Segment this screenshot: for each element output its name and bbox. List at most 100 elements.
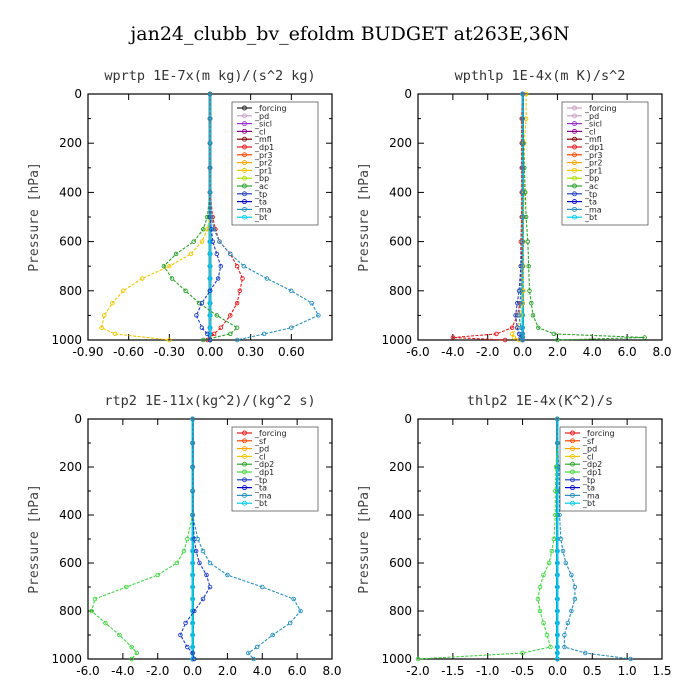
x-tick-label: -0.5 bbox=[511, 664, 534, 678]
data-point-bt bbox=[555, 596, 560, 602]
data-point-ma bbox=[558, 536, 564, 542]
data-point-pr1 bbox=[521, 288, 526, 294]
data-point-dp1 bbox=[415, 656, 421, 662]
y-tick-label: 600 bbox=[59, 556, 82, 570]
legend-entry: _pr1 bbox=[584, 166, 602, 175]
panel-wpthlp: wpthlp 1E-4x(m K)/s^2 Pressure [hPa] 0 200 4… bbox=[357, 68, 672, 359]
y-tick-label: 600 bbox=[389, 556, 412, 570]
series-line-dp1 bbox=[417, 419, 558, 660]
legend-entry: _dp1 bbox=[584, 143, 604, 152]
x-tick-label: -1.5 bbox=[441, 664, 464, 678]
data-point-bt bbox=[555, 632, 560, 638]
data-point-tp bbox=[215, 276, 221, 281]
data-point-ac bbox=[522, 190, 528, 195]
data-point-ma bbox=[287, 620, 293, 626]
legend-marker bbox=[570, 446, 575, 452]
legend-entry: _ac bbox=[254, 182, 268, 191]
legend-marker bbox=[572, 128, 577, 134]
data-point-dp1 bbox=[535, 596, 541, 602]
legend-marker bbox=[572, 136, 577, 142]
y-tick-label: 400 bbox=[59, 185, 82, 199]
data-point-ac bbox=[555, 337, 560, 343]
data-point-dp1 bbox=[155, 572, 160, 578]
data-point-ac bbox=[551, 331, 557, 337]
panel-rtp2: rtp2 1E-11x(kg^2)/(kg^2 s) Pressure [hPa]… bbox=[27, 393, 342, 678]
data-point-ma bbox=[207, 116, 213, 121]
legend-entry: _bp bbox=[254, 174, 269, 183]
data-point-tp bbox=[205, 331, 210, 337]
legend-entry: _ma bbox=[582, 491, 600, 500]
data-point-ma bbox=[207, 560, 213, 566]
series-line-ma bbox=[518, 94, 524, 340]
legend-marker bbox=[242, 175, 247, 181]
data-point-dp1 bbox=[537, 608, 543, 614]
data-point-bt bbox=[555, 572, 560, 578]
x-tick-label: 4.0 bbox=[253, 664, 272, 678]
legend-entry: _dp1 bbox=[254, 468, 274, 477]
legend-marker bbox=[570, 453, 575, 459]
data-point-dp1 bbox=[546, 560, 552, 566]
data-point-bt bbox=[207, 300, 213, 306]
data-point-bt bbox=[190, 596, 195, 602]
data-point-ac bbox=[228, 331, 233, 337]
data-point-ac bbox=[526, 263, 531, 269]
y-axis-label: Pressure [hPa] bbox=[357, 484, 372, 594]
data-point-dp1 bbox=[124, 584, 129, 590]
legend-entry: _dp1 bbox=[582, 468, 602, 477]
data-point-pr1 bbox=[509, 331, 515, 337]
data-point-ma bbox=[195, 536, 201, 542]
data-point-dp1 bbox=[548, 644, 553, 650]
y-tick-label: 1000 bbox=[381, 333, 412, 347]
legend-marker bbox=[242, 500, 247, 506]
x-tick-label: 2.0 bbox=[548, 345, 567, 359]
data-point-ma bbox=[225, 572, 230, 578]
data-point-tp bbox=[199, 325, 205, 330]
panel-title: rtp2 1E-11x(kg^2)/(kg^2 s) bbox=[104, 393, 315, 409]
data-point-ac bbox=[527, 288, 532, 294]
data-point-ac bbox=[173, 251, 179, 257]
legend-marker bbox=[572, 105, 577, 111]
legend-entry: _sf bbox=[582, 437, 594, 446]
data-point-dp1 bbox=[549, 548, 555, 554]
legend-entry: _forcing bbox=[582, 429, 615, 438]
legend-marker bbox=[242, 214, 247, 220]
legend: _forcing_pd_sicl_cl_mfl_dp1_pr3_pr2_pr1_… bbox=[231, 101, 319, 226]
data-point-pr1 bbox=[205, 227, 210, 232]
y-tick-label: 0 bbox=[74, 412, 82, 426]
data-point-dp1 bbox=[518, 239, 524, 244]
legend-marker bbox=[570, 469, 575, 475]
data-point-tp bbox=[210, 239, 215, 244]
data-point-bt bbox=[555, 560, 560, 566]
data-point-ac bbox=[642, 335, 647, 340]
panel-title: wprtp 1E-7x(m kg)/(s^2 kg) bbox=[104, 68, 315, 84]
legend-marker bbox=[572, 206, 577, 212]
data-point-ac bbox=[183, 288, 188, 294]
legend-entry: _pr1 bbox=[254, 166, 272, 175]
data-point-ac bbox=[200, 227, 206, 232]
data-point-ma bbox=[289, 325, 294, 330]
data-point-bt bbox=[555, 608, 560, 614]
y-tick-label: 0 bbox=[404, 87, 412, 101]
data-point-dp1 bbox=[134, 650, 140, 656]
data-point-dp1 bbox=[103, 620, 108, 626]
data-point-tp bbox=[199, 300, 205, 306]
legend-marker bbox=[242, 485, 247, 491]
data-point-dp1 bbox=[537, 584, 543, 590]
legend-marker bbox=[242, 199, 247, 205]
x-tick-label: 1.5 bbox=[652, 664, 671, 678]
x-tick-label: 1.0 bbox=[618, 664, 637, 678]
legend-entry: _sf bbox=[254, 437, 266, 446]
legend-marker bbox=[572, 199, 577, 205]
y-tick-label: 400 bbox=[389, 508, 412, 522]
legend-marker bbox=[570, 477, 575, 483]
data-point-ma bbox=[228, 251, 233, 257]
x-tick-label: 4.0 bbox=[583, 345, 602, 359]
legend-marker bbox=[572, 160, 577, 166]
legend-entry: _sicl bbox=[254, 120, 272, 129]
data-point-ac bbox=[205, 214, 210, 220]
data-point-ma bbox=[572, 596, 578, 602]
data-point-ac bbox=[200, 337, 206, 343]
data-point-tp bbox=[193, 548, 199, 554]
legend-entry: _cl bbox=[582, 452, 594, 461]
legend-marker bbox=[242, 144, 247, 150]
